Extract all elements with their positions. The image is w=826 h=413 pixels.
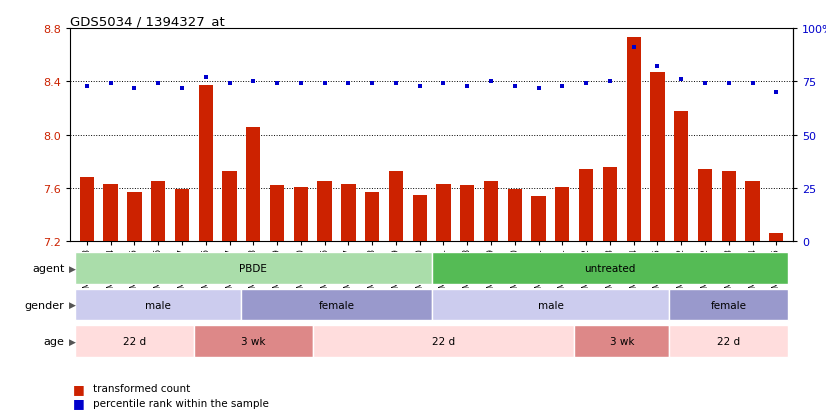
- Bar: [460, 186, 474, 242]
- Bar: [603, 167, 617, 242]
- Point: [199, 74, 212, 81]
- Bar: [669, 289, 788, 320]
- Point: [532, 85, 545, 92]
- Point: [699, 81, 712, 88]
- Point: [413, 83, 426, 90]
- Bar: [270, 186, 284, 242]
- Text: percentile rank within the sample: percentile rank within the sample: [93, 398, 269, 408]
- Point: [294, 81, 307, 88]
- Text: age: age: [44, 336, 64, 346]
- Text: untreated: untreated: [584, 263, 635, 273]
- Point: [270, 81, 283, 88]
- Text: ▶: ▶: [69, 264, 75, 273]
- Point: [80, 83, 93, 90]
- Text: 22 d: 22 d: [123, 336, 146, 346]
- Text: ▶: ▶: [69, 300, 75, 309]
- Bar: [508, 190, 522, 242]
- Bar: [175, 190, 189, 242]
- Bar: [389, 171, 403, 242]
- Bar: [80, 178, 94, 242]
- Bar: [722, 171, 736, 242]
- Point: [722, 81, 735, 88]
- Point: [461, 83, 474, 90]
- Bar: [436, 185, 451, 242]
- Bar: [650, 73, 665, 242]
- Bar: [294, 187, 308, 242]
- Point: [318, 81, 331, 88]
- Point: [175, 85, 188, 92]
- Point: [389, 81, 402, 88]
- Point: [770, 90, 783, 96]
- Bar: [579, 170, 593, 242]
- Bar: [431, 253, 788, 284]
- Point: [366, 81, 379, 88]
- Point: [675, 77, 688, 83]
- Bar: [365, 192, 379, 242]
- Bar: [198, 86, 213, 242]
- Bar: [75, 325, 194, 357]
- Bar: [341, 185, 355, 242]
- Point: [484, 79, 497, 85]
- Point: [556, 83, 569, 90]
- Text: 22 d: 22 d: [432, 336, 455, 346]
- Bar: [246, 127, 260, 242]
- Bar: [313, 325, 574, 357]
- Text: 22 d: 22 d: [717, 336, 740, 346]
- Text: 3 wk: 3 wk: [241, 336, 265, 346]
- Bar: [674, 112, 688, 242]
- Text: GDS5034 / 1394327_at: GDS5034 / 1394327_at: [70, 15, 225, 28]
- Text: 3 wk: 3 wk: [610, 336, 634, 346]
- Point: [508, 83, 521, 90]
- Bar: [484, 182, 498, 242]
- Text: female: female: [710, 300, 747, 310]
- Point: [746, 81, 759, 88]
- Point: [627, 45, 640, 51]
- Text: male: male: [145, 300, 171, 310]
- Point: [151, 81, 164, 88]
- Bar: [151, 182, 165, 242]
- Bar: [669, 325, 788, 357]
- Text: transformed count: transformed count: [93, 383, 191, 393]
- Text: agent: agent: [32, 263, 64, 273]
- Bar: [127, 192, 141, 242]
- Bar: [241, 289, 431, 320]
- Text: female: female: [319, 300, 354, 310]
- Point: [247, 79, 260, 85]
- Point: [437, 81, 450, 88]
- Bar: [317, 182, 332, 242]
- Bar: [745, 182, 760, 242]
- Bar: [431, 289, 669, 320]
- Bar: [222, 171, 236, 242]
- Point: [580, 81, 593, 88]
- Bar: [555, 187, 569, 242]
- Point: [603, 79, 616, 85]
- Text: ▶: ▶: [69, 337, 75, 346]
- Point: [342, 81, 355, 88]
- Text: ■: ■: [73, 382, 84, 395]
- Bar: [574, 325, 669, 357]
- Bar: [627, 38, 641, 242]
- Point: [651, 64, 664, 71]
- Bar: [75, 253, 431, 284]
- Text: gender: gender: [25, 300, 64, 310]
- Text: ■: ■: [73, 396, 84, 409]
- Point: [223, 81, 236, 88]
- Point: [128, 85, 141, 92]
- Bar: [531, 197, 546, 242]
- Text: male: male: [538, 300, 563, 310]
- Bar: [769, 234, 783, 242]
- Bar: [103, 185, 118, 242]
- Point: [104, 81, 117, 88]
- Bar: [698, 170, 712, 242]
- Bar: [412, 195, 427, 242]
- Bar: [75, 289, 241, 320]
- Text: PBDE: PBDE: [240, 263, 268, 273]
- Bar: [194, 325, 313, 357]
